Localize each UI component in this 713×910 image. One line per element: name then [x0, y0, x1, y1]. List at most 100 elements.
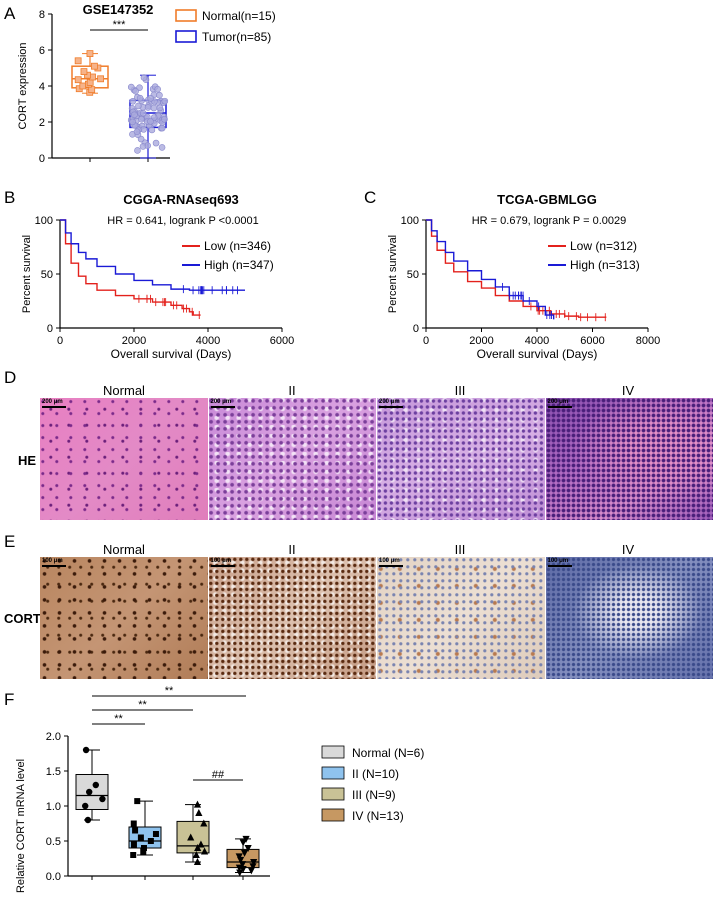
y-tick-label: 1.0 [46, 801, 61, 813]
scale-bar [42, 565, 66, 567]
chart-title: TCGA-GBMLGG [497, 192, 597, 207]
x-tick-label: 6000 [580, 335, 604, 347]
data-point [150, 104, 158, 112]
y-axis-label: CORT expression [17, 42, 29, 129]
legend-swatch [175, 9, 197, 22]
y-tick-label: 50 [407, 269, 419, 281]
ihc-iv-image: 100 μm [545, 557, 713, 679]
he-col-normal: Normal [103, 383, 145, 398]
scale-label: 200 μm [547, 399, 569, 405]
y-tick-label: 6 [39, 45, 45, 57]
data-point [138, 115, 145, 123]
legend-swatch [321, 766, 345, 780]
y-tick-label: 1.5 [46, 766, 61, 778]
y-tick-label: 0 [47, 323, 53, 335]
box [176, 820, 210, 854]
panel-a-chart: 0 2 4 6 8 CORT expression GSE147352 *** Normal(n… [17, 2, 276, 165]
data-point [161, 115, 168, 123]
y-axis-label: Percent survival [21, 235, 33, 313]
y-tick-label: 0 [413, 323, 419, 335]
data-point [244, 845, 252, 852]
data-point [242, 835, 250, 843]
data-point [80, 68, 88, 75]
data-point [132, 827, 139, 834]
data-point [137, 834, 144, 841]
data-point [249, 863, 257, 871]
ihc-image-row: 100 μm 100 μm 100 μm 100 μm [40, 557, 713, 679]
ihc-col-iii: III [454, 542, 466, 557]
x-tick-label: 4000 [525, 335, 549, 347]
chart-title: GSE147352 [83, 2, 154, 17]
data-point [187, 833, 195, 841]
legend-swatch [321, 745, 345, 759]
y-tick-label: 50 [41, 269, 53, 281]
data-point [148, 126, 156, 134]
x-tick-label: 2000 [469, 335, 493, 347]
data-point [129, 97, 137, 105]
y-axis-label: Relative CORT mRNA level [15, 759, 27, 893]
significance-label: ** [114, 713, 123, 725]
he-col-ii: II [288, 383, 296, 398]
x-tick-label: 2000 [122, 335, 146, 347]
scale-bar [379, 565, 403, 567]
ihc-ii-image: 100 μm [208, 557, 376, 679]
legend-label: High (n=347) [204, 258, 274, 272]
data-point [156, 91, 163, 99]
data-point [239, 839, 247, 847]
x-axis-label: Overall survival (Days) [477, 347, 598, 361]
data-point [144, 104, 152, 111]
legend-swatch [321, 787, 345, 801]
data-point [135, 102, 142, 110]
panel-letter-e: E [4, 532, 16, 551]
data-point [139, 109, 147, 117]
x-axis-label: Overall survival (Days) [111, 347, 232, 361]
panel-letter-f: F [4, 690, 15, 709]
x-tick-label: 0 [57, 335, 63, 347]
y-tick-label: 100 [35, 215, 53, 227]
data-point [192, 851, 200, 858]
data-point [74, 76, 82, 84]
ihc-col-ii: II [288, 542, 296, 557]
data-point [130, 820, 137, 827]
data-point [193, 858, 202, 865]
data-point [129, 118, 136, 126]
data-point [140, 74, 148, 81]
y-tick-label: 2 [39, 117, 45, 129]
panel-letter-a: A [4, 4, 16, 23]
data-point [236, 869, 244, 877]
data-point [82, 802, 89, 810]
data-point [147, 838, 154, 844]
x-tick-label: 8000 [636, 335, 660, 347]
data-point [134, 147, 141, 154]
legend-label: IV (N=13) [352, 809, 404, 823]
data-point [195, 809, 203, 816]
y-tick-label: 2.0 [46, 731, 61, 743]
data-point [200, 847, 209, 855]
data-point [92, 781, 99, 789]
chart-annotation: HR = 0.679, logrank P = 0.0029 [472, 215, 627, 227]
y-tick-label: 0 [39, 153, 45, 165]
significance-label: ** [165, 685, 174, 697]
ihc-col-iv: IV [621, 542, 635, 557]
x-tick-label: 6000 [270, 335, 294, 347]
he-image-row: 200 μm 200 μm 200 μm 200 μm [40, 398, 713, 520]
he-col-iv: IV [621, 383, 635, 398]
scale-label: 100 μm [547, 558, 569, 564]
he-row-label: HE [18, 453, 37, 468]
y-tick-label: 8 [39, 9, 45, 21]
scale-bar [547, 565, 572, 567]
data-point [250, 859, 258, 866]
data-point [136, 94, 144, 102]
he-iii-image: 200 μm [377, 398, 545, 520]
data-point [154, 85, 161, 93]
data-point [84, 816, 92, 824]
data-point [99, 795, 106, 803]
x-tick-label: 0 [423, 335, 429, 347]
survival-curve [426, 219, 607, 318]
scale-bar [547, 406, 572, 408]
data-point [131, 111, 138, 119]
he-normal-image: 200 μm [40, 398, 208, 520]
he-iv-image: 200 μm [545, 398, 713, 520]
scale-label: 100 μm [379, 558, 400, 564]
data-point [152, 831, 159, 837]
